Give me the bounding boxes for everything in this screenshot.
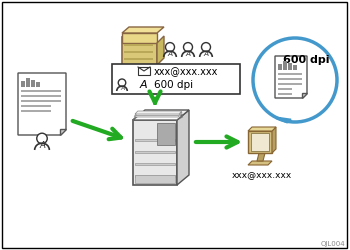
Bar: [135, 175, 175, 183]
Bar: [135, 175, 175, 177]
FancyBboxPatch shape: [138, 68, 150, 76]
Polygon shape: [248, 132, 272, 154]
Bar: [124, 52, 153, 54]
Polygon shape: [60, 130, 66, 136]
Bar: [21, 96, 61, 98]
Text: A: A: [186, 51, 190, 57]
Polygon shape: [135, 112, 182, 114]
Polygon shape: [272, 128, 276, 154]
Text: 600 dpi: 600 dpi: [154, 80, 193, 90]
Polygon shape: [302, 94, 307, 98]
Bar: [135, 140, 175, 141]
Circle shape: [166, 44, 175, 52]
Bar: [124, 45, 153, 47]
Bar: [124, 59, 153, 61]
Bar: [278, 84, 302, 86]
Circle shape: [37, 134, 47, 144]
Bar: [21, 110, 51, 112]
Polygon shape: [157, 37, 164, 66]
Circle shape: [202, 44, 210, 52]
Polygon shape: [248, 161, 272, 165]
Polygon shape: [134, 114, 182, 117]
Bar: [21, 100, 61, 102]
Bar: [26, 79, 30, 88]
FancyBboxPatch shape: [112, 65, 240, 94]
Bar: [278, 89, 292, 91]
Bar: [135, 152, 175, 154]
Circle shape: [118, 80, 126, 87]
Bar: [21, 82, 25, 88]
Text: A: A: [120, 86, 124, 91]
Text: A: A: [140, 80, 148, 90]
Polygon shape: [133, 116, 183, 120]
FancyBboxPatch shape: [122, 38, 157, 66]
Text: OJL004: OJL004: [320, 240, 345, 246]
Bar: [278, 79, 302, 81]
Text: xxx@xxx.xxx: xxx@xxx.xxx: [154, 67, 218, 77]
Polygon shape: [134, 113, 182, 116]
Polygon shape: [133, 118, 183, 120]
Bar: [283, 62, 287, 71]
Bar: [251, 134, 269, 152]
Bar: [21, 91, 61, 93]
Polygon shape: [177, 110, 189, 185]
Text: A: A: [167, 51, 173, 57]
Text: A: A: [39, 140, 45, 149]
Bar: [278, 74, 302, 76]
Bar: [36, 83, 40, 88]
Polygon shape: [257, 154, 265, 161]
FancyBboxPatch shape: [2, 3, 347, 248]
Polygon shape: [275, 57, 307, 98]
Bar: [293, 66, 297, 71]
Bar: [288, 64, 292, 71]
Bar: [278, 94, 292, 96]
Bar: [31, 81, 35, 88]
Polygon shape: [133, 120, 177, 185]
Polygon shape: [122, 28, 164, 34]
Polygon shape: [18, 74, 66, 136]
Polygon shape: [133, 110, 189, 120]
Bar: [278, 65, 282, 71]
Text: A: A: [203, 51, 209, 57]
Polygon shape: [277, 118, 291, 122]
Text: 600 dpi: 600 dpi: [283, 55, 329, 65]
FancyBboxPatch shape: [122, 34, 157, 44]
Polygon shape: [133, 116, 183, 119]
Bar: [135, 163, 175, 165]
Circle shape: [183, 44, 192, 52]
Text: xxx@xxx.xxx: xxx@xxx.xxx: [232, 170, 292, 179]
Polygon shape: [157, 124, 175, 146]
Polygon shape: [248, 128, 276, 132]
Circle shape: [253, 39, 337, 122]
Bar: [21, 106, 51, 108]
